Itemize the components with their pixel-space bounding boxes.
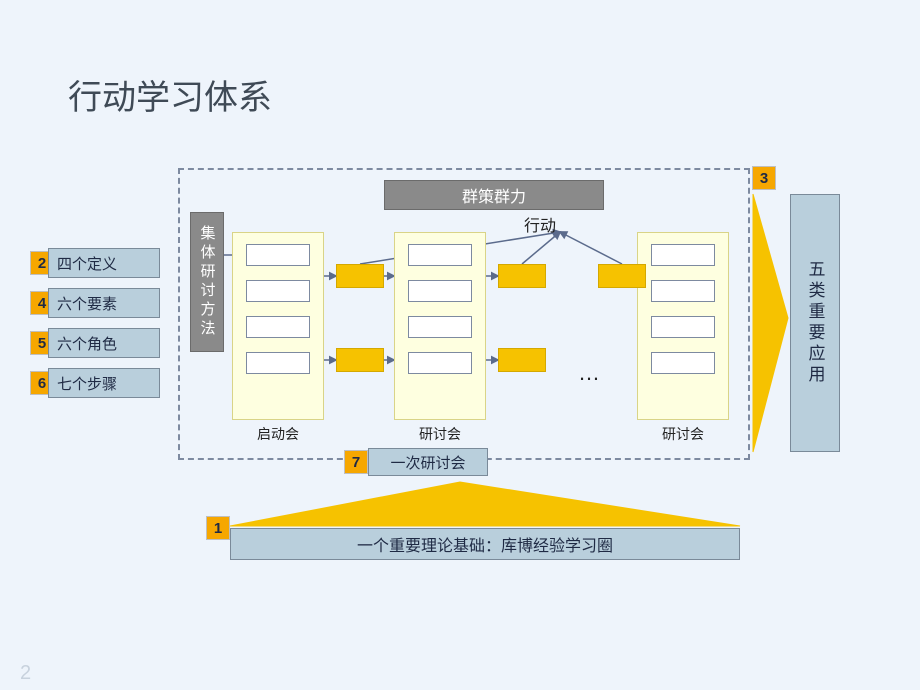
right-panel: 五类重要应用 bbox=[790, 194, 840, 452]
left-grey-label: 集体研讨方法 bbox=[190, 212, 224, 352]
slide: 行动学习体系2群策群力集体研讨方法行动2四个定义4六个要素5六个角色6七个步骤启… bbox=[0, 0, 920, 690]
panel-2-node-0 bbox=[651, 244, 715, 266]
top-grey-label: 群策群力 bbox=[384, 180, 604, 210]
panel-label-1: 研讨会 bbox=[394, 424, 486, 444]
panel-1-node-3 bbox=[408, 352, 472, 374]
yellow-box-3 bbox=[336, 348, 384, 372]
action-label: 行动 bbox=[524, 212, 556, 236]
side-label-0: 四个定义 bbox=[48, 248, 160, 278]
seven-label: 一次研讨会 bbox=[368, 448, 488, 476]
yellow-box-1 bbox=[498, 264, 546, 288]
panel-label-0: 启动会 bbox=[232, 424, 324, 444]
bottom-bar: 一个重要理论基础：库博经验学习圈 bbox=[230, 528, 740, 560]
panel-1-node-0 bbox=[408, 244, 472, 266]
panel-2-node-3 bbox=[651, 352, 715, 374]
side-label-3: 七个步骤 bbox=[48, 368, 160, 398]
panel-2-node-1 bbox=[651, 280, 715, 302]
side-label-2: 六个角色 bbox=[48, 328, 160, 358]
panel-0-node-3 bbox=[246, 352, 310, 374]
yellow-box-0 bbox=[336, 264, 384, 288]
num-badge-1: 1 bbox=[206, 516, 230, 540]
panel-0-node-2 bbox=[246, 316, 310, 338]
panel-1-node-2 bbox=[408, 316, 472, 338]
panel-label-2: 研讨会 bbox=[637, 424, 729, 444]
side-label-1: 六个要素 bbox=[48, 288, 160, 318]
yellow-box-2 bbox=[598, 264, 646, 288]
panel-0-node-0 bbox=[246, 244, 310, 266]
yellow-box-4 bbox=[498, 348, 546, 372]
panel-2-node-2 bbox=[651, 316, 715, 338]
panel-1-node-1 bbox=[408, 280, 472, 302]
panel-0-node-1 bbox=[246, 280, 310, 302]
num-badge-3: 3 bbox=[752, 166, 776, 190]
ellipsis: … bbox=[578, 360, 602, 386]
num-badge-7: 7 bbox=[344, 450, 368, 474]
